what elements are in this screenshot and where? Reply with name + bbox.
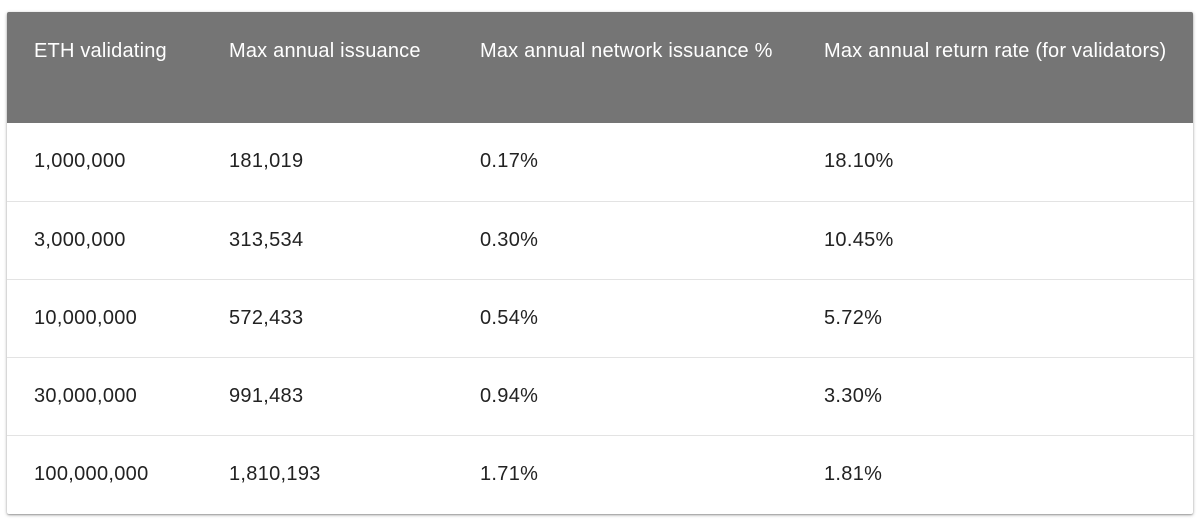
table-header: ETH validating Max annual issuance Max a… xyxy=(7,12,1193,123)
cell-max-annual-issuance: 572,433 xyxy=(229,306,304,329)
cell-return-rate: 3.30% xyxy=(824,384,883,407)
cell-return-rate: 1.81% xyxy=(824,462,883,485)
cell-network-issuance-pct: 0.17% xyxy=(480,150,539,173)
cell-max-annual-issuance: 1,810,193 xyxy=(229,462,321,485)
cell-eth-validating: 10,000,000 xyxy=(34,306,138,329)
cell-return-rate: 5.72% xyxy=(824,306,883,329)
cell-return-rate: 18.10% xyxy=(824,150,894,173)
issuance-table-card: ETH validating Max annual issuance Max a… xyxy=(7,12,1193,514)
cell-eth-validating: 100,000,000 xyxy=(34,462,149,485)
issuance-table: ETH validating Max annual issuance Max a… xyxy=(7,12,1193,513)
table-row: 10,000,000 572,433 0.54% 5.72% xyxy=(7,279,1193,357)
table-row: 30,000,000 991,483 0.94% 3.30% xyxy=(7,357,1193,435)
table-row: 1,000,000 181,019 0.17% 18.10% xyxy=(7,123,1193,201)
cell-network-issuance-pct: 0.30% xyxy=(480,228,539,251)
header-max-annual-issuance: Max annual issuance xyxy=(229,40,421,62)
table-row: 100,000,000 1,810,193 1.71% 1.81% xyxy=(7,435,1193,513)
cell-return-rate: 10.45% xyxy=(824,228,894,251)
header-row: ETH validating Max annual issuance Max a… xyxy=(7,12,1193,123)
cell-eth-validating: 3,000,000 xyxy=(34,228,126,251)
header-max-annual-network-issuance-pct: Max annual network issuance % xyxy=(480,40,773,62)
header-eth-validating: ETH validating xyxy=(34,40,167,62)
cell-eth-validating: 30,000,000 xyxy=(34,384,138,407)
cell-network-issuance-pct: 1.71% xyxy=(480,462,539,485)
cell-max-annual-issuance: 181,019 xyxy=(229,150,304,173)
cell-network-issuance-pct: 0.54% xyxy=(480,306,539,329)
table-row: 3,000,000 313,534 0.30% 10.45% xyxy=(7,201,1193,279)
header-max-annual-return-rate: Max annual return rate (for validators) xyxy=(824,40,1167,62)
table-body: 1,000,000 181,019 0.17% 18.10% 3,000,000… xyxy=(7,123,1193,513)
cell-network-issuance-pct: 0.94% xyxy=(480,384,539,407)
cell-max-annual-issuance: 991,483 xyxy=(229,384,304,407)
cell-eth-validating: 1,000,000 xyxy=(34,150,126,173)
cell-max-annual-issuance: 313,534 xyxy=(229,228,304,251)
